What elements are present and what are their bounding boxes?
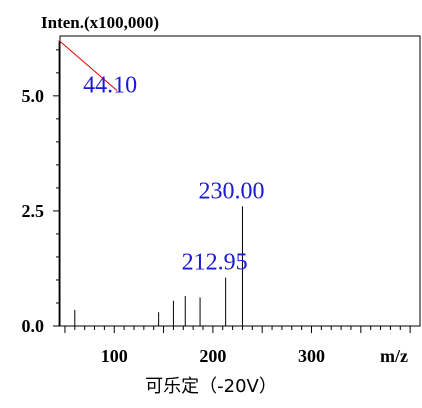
x-tick-label: 300	[298, 346, 325, 366]
x-tick-label: 200	[199, 346, 226, 366]
peak-label: 44.10	[83, 73, 137, 99]
chart-title: 可乐定（-20V）	[145, 376, 277, 397]
y-tick-label: 2.5	[22, 201, 45, 221]
peak-layer	[58, 40, 243, 326]
peak-label: 230.00	[198, 178, 264, 204]
x-axis-label: m/z	[380, 346, 408, 366]
plot-frame	[59, 35, 421, 327]
y-axis-label: Inten.(x100,000)	[41, 13, 159, 32]
peak-leader-line	[58, 40, 118, 91]
peak-label: 212.95	[182, 250, 248, 276]
x-tick-label: 100	[101, 346, 128, 366]
y-tick-label: 5.0	[22, 86, 45, 106]
peak-label-layer: 44.10 212.95 230.00	[58, 40, 264, 276]
y-tick-label: 0.0	[22, 316, 45, 336]
axis-layer: 100 200 300 0.0 2.5 5.0	[22, 49, 411, 366]
